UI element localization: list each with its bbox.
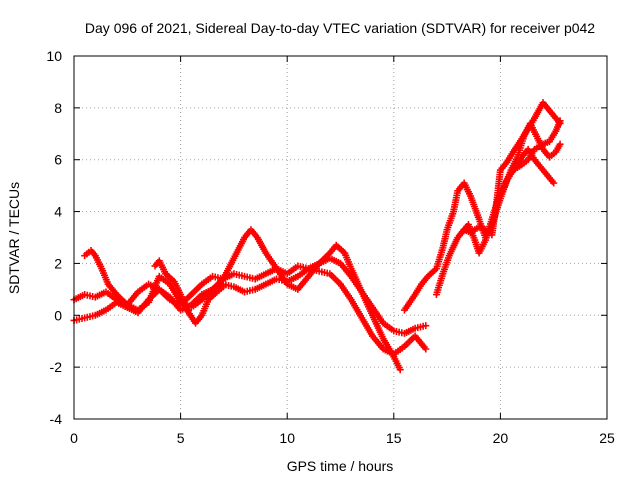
y-axis-label: SDTVAR / TECUs (6, 182, 22, 294)
y-tick-label: 0 (54, 307, 62, 323)
data-point (550, 179, 558, 187)
data-point (556, 119, 564, 127)
y-tick-label: 10 (46, 48, 62, 64)
y-tick-label: 2 (54, 255, 62, 271)
data-point (422, 345, 430, 353)
y-tick-label: 8 (54, 100, 62, 116)
series-satellite-track-C (81, 226, 404, 374)
x-tick-label: 0 (70, 430, 78, 446)
x-tick-label: 10 (279, 430, 295, 446)
x-tick-label: 5 (177, 430, 185, 446)
series-satellite-track-H (507, 145, 558, 187)
y-tick-label: 6 (54, 152, 62, 168)
data-point (396, 366, 404, 374)
y-tick-label: -4 (50, 411, 63, 427)
series-satellite-track-D (151, 257, 227, 327)
data-point (556, 140, 564, 148)
data-points (70, 99, 564, 374)
y-tick-label: 4 (54, 204, 62, 220)
x-tick-label: 20 (493, 430, 509, 446)
x-tick-label: 15 (386, 430, 402, 446)
x-axis-label: GPS time / hours (287, 458, 394, 474)
y-tick-label: -2 (50, 359, 63, 375)
data-point (219, 283, 227, 291)
x-tick-label: 25 (599, 430, 615, 446)
grid (74, 56, 607, 419)
chart-title: Day 096 of 2021, Sidereal Day-to-day VTE… (85, 20, 595, 36)
plot-frame (73, 55, 608, 420)
data-point (422, 322, 430, 330)
axis-ticks: 0 5 10 15 20 25 -4 -2 0 2 4 6 8 10 (46, 48, 615, 446)
